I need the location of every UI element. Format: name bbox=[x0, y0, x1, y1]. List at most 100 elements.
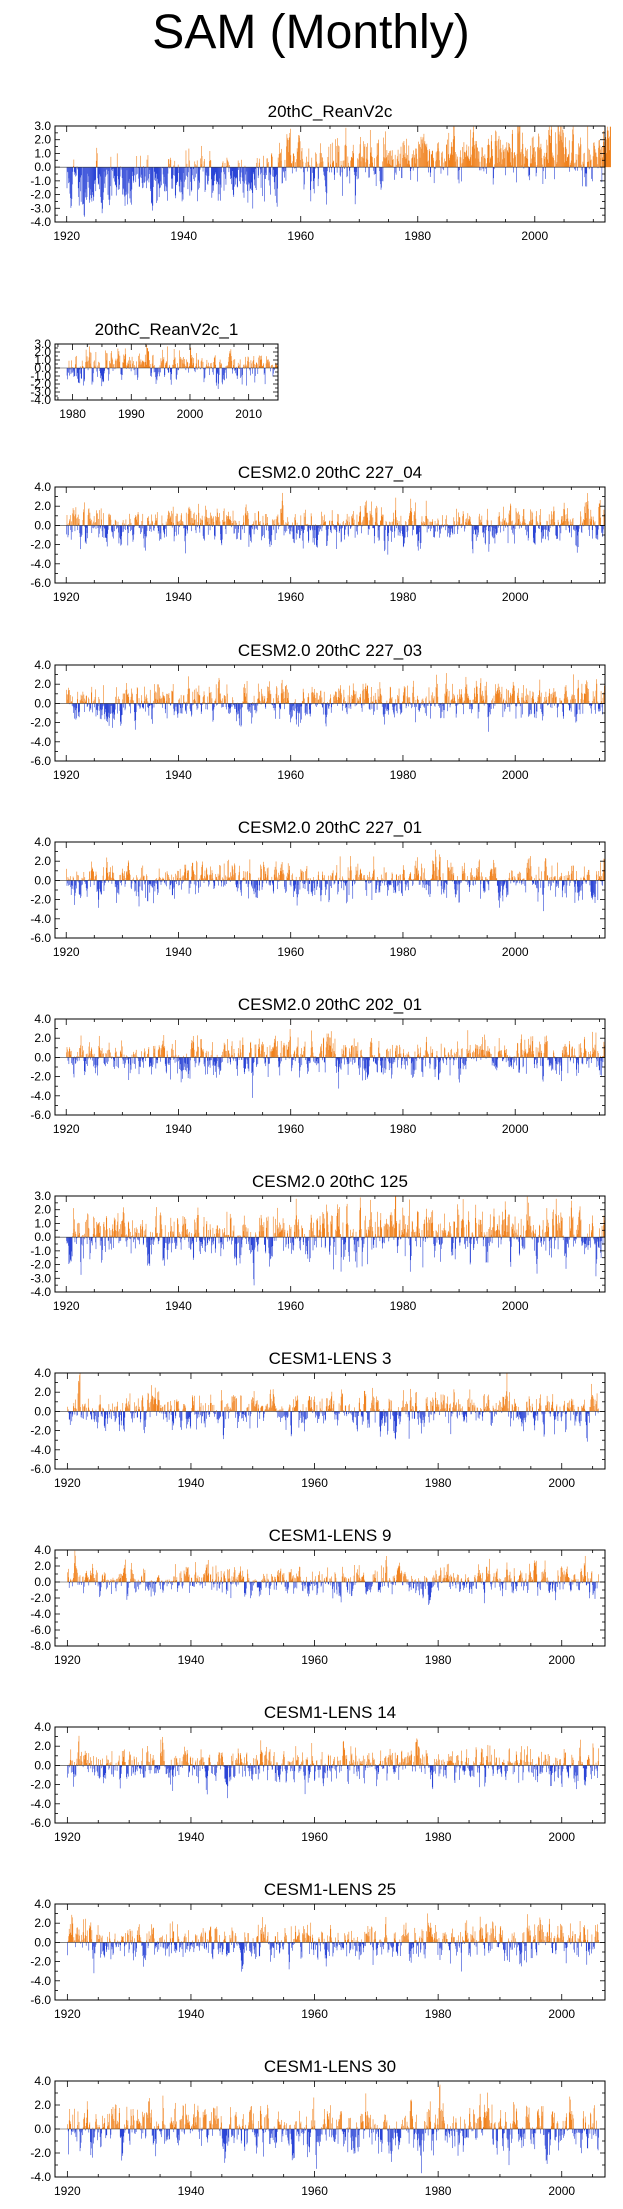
bar bbox=[192, 167, 194, 170]
bar bbox=[159, 525, 161, 534]
bar bbox=[80, 525, 81, 550]
bar bbox=[155, 167, 157, 182]
bar bbox=[99, 167, 100, 190]
bar bbox=[240, 368, 242, 377]
bar bbox=[386, 524, 388, 526]
bar bbox=[493, 525, 495, 529]
bar bbox=[158, 525, 159, 532]
bar bbox=[533, 525, 535, 544]
bar bbox=[175, 516, 177, 526]
bar bbox=[430, 525, 431, 532]
bar bbox=[203, 368, 205, 383]
bar bbox=[330, 694, 331, 704]
bar bbox=[72, 876, 74, 881]
bar bbox=[95, 871, 97, 881]
bar bbox=[284, 167, 285, 178]
bar bbox=[405, 521, 407, 526]
bar bbox=[68, 878, 70, 881]
bar bbox=[341, 165, 342, 168]
bar bbox=[252, 703, 254, 706]
bar bbox=[229, 516, 231, 526]
bar-series bbox=[66, 849, 606, 912]
bar bbox=[107, 703, 109, 713]
bar bbox=[316, 525, 318, 540]
bar bbox=[407, 525, 408, 538]
bar bbox=[149, 689, 151, 704]
bar bbox=[585, 518, 587, 526]
bar bbox=[307, 525, 308, 532]
bar bbox=[85, 880, 86, 882]
bar bbox=[280, 152, 281, 168]
bar bbox=[238, 520, 240, 526]
bar bbox=[389, 525, 390, 527]
bar bbox=[309, 165, 311, 168]
bar bbox=[557, 703, 558, 718]
bar bbox=[414, 703, 416, 706]
bar bbox=[253, 167, 255, 180]
bar bbox=[478, 703, 479, 709]
bar bbox=[232, 510, 234, 526]
bar bbox=[105, 867, 107, 881]
bar bbox=[410, 508, 412, 526]
bar bbox=[231, 167, 233, 179]
bar bbox=[448, 132, 450, 168]
bar bbox=[81, 699, 82, 704]
bar bbox=[258, 355, 260, 368]
bar bbox=[295, 162, 296, 168]
bar bbox=[266, 356, 267, 368]
bar bbox=[391, 150, 393, 168]
bar bbox=[270, 693, 272, 704]
bar bbox=[258, 700, 260, 704]
bar bbox=[500, 148, 502, 168]
bar bbox=[406, 525, 408, 533]
bar bbox=[66, 167, 68, 189]
bar bbox=[246, 693, 247, 704]
bar bbox=[356, 870, 358, 881]
bar bbox=[167, 873, 168, 881]
bar bbox=[142, 361, 143, 368]
bar bbox=[88, 509, 89, 526]
bar bbox=[532, 692, 534, 704]
bar bbox=[286, 134, 288, 168]
bar bbox=[233, 368, 235, 371]
bar bbox=[100, 508, 102, 526]
bar bbox=[154, 167, 156, 180]
bar bbox=[194, 161, 196, 168]
bar bbox=[324, 521, 326, 526]
bar bbox=[164, 525, 166, 527]
bar bbox=[446, 145, 448, 168]
bar bbox=[572, 695, 574, 704]
bar bbox=[215, 368, 217, 383]
bar bbox=[109, 360, 110, 368]
bar bbox=[480, 519, 481, 526]
bar bbox=[103, 867, 104, 881]
bar bbox=[602, 703, 603, 715]
bar bbox=[398, 875, 399, 881]
bar bbox=[276, 525, 277, 534]
bar bbox=[79, 368, 81, 384]
bar bbox=[155, 880, 156, 884]
bar bbox=[253, 703, 254, 705]
bar bbox=[530, 703, 532, 715]
bar bbox=[357, 158, 358, 168]
bar bbox=[433, 167, 435, 184]
bar bbox=[351, 516, 352, 526]
bar bbox=[451, 525, 452, 529]
bar bbox=[472, 703, 473, 710]
bar bbox=[485, 158, 486, 168]
bar bbox=[587, 126, 589, 168]
bar bbox=[575, 167, 576, 171]
bar bbox=[603, 509, 605, 526]
x-tick-label: 2000 bbox=[502, 768, 529, 782]
bar bbox=[426, 147, 427, 168]
bar bbox=[126, 689, 128, 704]
bar bbox=[156, 520, 157, 526]
bar bbox=[172, 365, 174, 368]
bar bbox=[185, 150, 187, 168]
bar bbox=[553, 688, 555, 704]
bar bbox=[355, 691, 357, 704]
bar bbox=[297, 703, 298, 712]
bar bbox=[179, 523, 181, 526]
bar bbox=[551, 693, 552, 704]
bar bbox=[160, 877, 161, 881]
